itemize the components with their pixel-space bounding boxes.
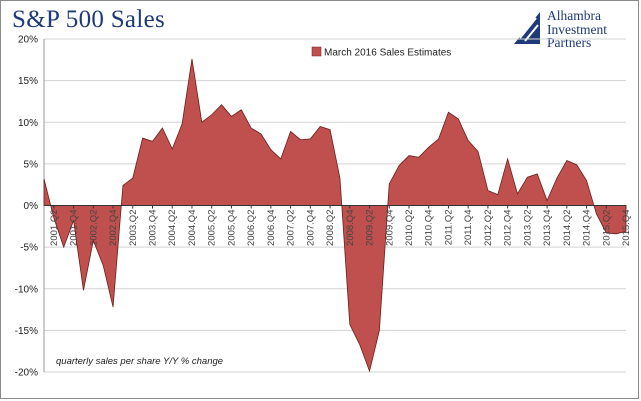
chart-title: S&P 500 Sales xyxy=(12,6,165,33)
y-tick-label: -15% xyxy=(15,326,38,337)
logo-line-1: Alhambra xyxy=(547,8,601,23)
x-tick-label: 2007.Q2 xyxy=(286,210,297,246)
x-tick-label: 2009.Q2 xyxy=(365,210,376,246)
x-tick-label: 2001.Q2 xyxy=(49,210,60,246)
x-tick-label: 2005.Q4 xyxy=(226,209,237,245)
x-tick-label: 2010.Q2 xyxy=(404,210,415,246)
x-tick-label: 2003.Q2 xyxy=(128,210,139,246)
x-tick-label: 2002.Q2 xyxy=(88,210,99,246)
x-tick-label: 2008.Q4 xyxy=(345,210,356,246)
legend: March 2016 Sales Estimates xyxy=(311,46,451,59)
x-tick-label: 2005.Q2 xyxy=(207,210,218,246)
x-tick-label: 2006.Q2 xyxy=(246,209,257,245)
x-tick-label: 2001.Q4 xyxy=(69,210,80,246)
y-tick-label: -10% xyxy=(15,284,38,295)
x-tick-label: 2004.Q4 xyxy=(187,210,198,246)
chart-annotation: quarterly sales per share Y/Y % change xyxy=(56,356,223,367)
y-tick-label: 0% xyxy=(24,201,39,212)
x-tick-label: 2011.Q4 xyxy=(463,210,474,246)
x-tick-label: 2014.Q4 xyxy=(582,210,593,246)
sales-area-series xyxy=(43,58,627,373)
y-tick-label: -20% xyxy=(15,368,38,379)
legend-label: March 2016 Sales Estimates xyxy=(324,48,451,59)
x-tick-label: 2013.Q4 xyxy=(542,210,553,246)
x-tick-label: 2006.Q4 xyxy=(266,210,277,246)
y-tick-label: 15% xyxy=(18,76,38,87)
x-tick-label: 2008.Q2 xyxy=(325,210,336,246)
logo-line-2: Investment xyxy=(547,21,607,37)
x-tick-label: 2009.Q4 xyxy=(384,210,395,246)
x-tick-label: 2010.Q4 xyxy=(424,210,435,246)
y-tick-label: 10% xyxy=(18,118,38,129)
x-tick-label: 2015.Q4 xyxy=(621,210,632,246)
x-tick-label: 2014.Q2 xyxy=(562,210,573,246)
legend-swatch xyxy=(311,46,322,57)
x-tick-label: 2012.Q2 xyxy=(483,210,494,246)
x-tick-label: 2007.Q4 xyxy=(305,210,316,246)
x-tick-label: 2015.Q2 xyxy=(601,210,612,246)
x-tick-label: 2013.Q2 xyxy=(522,210,533,246)
x-tick-label: 2011.Q2 xyxy=(443,210,454,246)
y-tick-label: 5% xyxy=(24,159,39,170)
logo-mark-icon xyxy=(514,12,540,44)
x-tick-label: 2012.Q4 xyxy=(503,209,514,245)
y-tick-label: -5% xyxy=(20,243,38,254)
x-tick-label: 2004.Q2 xyxy=(167,210,178,246)
y-tick-label: 20% xyxy=(18,35,38,46)
x-tick-label: 2003.Q4 xyxy=(148,210,159,246)
x-tick-label: 2002.Q4 xyxy=(108,210,119,246)
